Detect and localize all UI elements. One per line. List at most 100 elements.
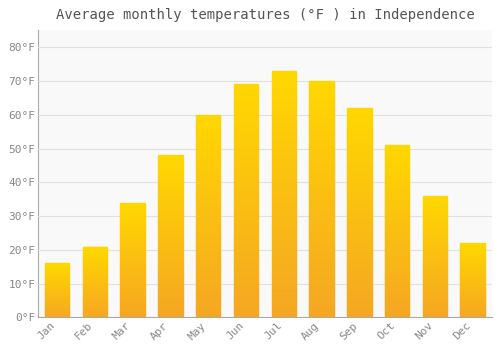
Bar [44, 300, 70, 301]
Bar [310, 292, 334, 294]
Bar [158, 159, 182, 160]
Bar [310, 107, 334, 110]
Bar [234, 273, 258, 275]
Bar [347, 315, 372, 317]
Bar [310, 152, 334, 154]
Bar [385, 312, 409, 314]
Bar [44, 292, 70, 293]
Bar [44, 309, 70, 310]
Bar [422, 257, 448, 258]
Bar [385, 147, 409, 149]
Bar [234, 196, 258, 199]
Bar [196, 271, 220, 273]
Bar [347, 228, 372, 230]
Bar [460, 262, 485, 263]
Bar [385, 283, 409, 285]
Bar [272, 118, 296, 120]
Bar [385, 281, 409, 283]
Bar [347, 202, 372, 204]
Bar [82, 314, 107, 315]
Bar [422, 225, 448, 226]
Bar [385, 299, 409, 300]
Bar [347, 236, 372, 238]
Bar [272, 83, 296, 86]
Bar [44, 293, 70, 294]
Bar [347, 213, 372, 215]
Bar [272, 145, 296, 147]
Bar [272, 214, 296, 216]
Bar [120, 316, 145, 317]
Bar [158, 194, 182, 196]
Bar [272, 170, 296, 172]
Bar [385, 162, 409, 164]
Bar [120, 287, 145, 288]
Bar [422, 246, 448, 247]
Bar [234, 182, 258, 185]
Bar [272, 172, 296, 175]
Bar [44, 268, 70, 269]
Bar [82, 253, 107, 254]
Bar [82, 291, 107, 292]
Bar [234, 152, 258, 154]
Bar [120, 230, 145, 231]
Bar [272, 177, 296, 180]
Bar [310, 95, 334, 98]
Bar [82, 309, 107, 310]
Bar [158, 215, 182, 217]
Bar [158, 301, 182, 303]
Bar [196, 198, 220, 200]
Bar [82, 296, 107, 297]
Bar [272, 211, 296, 214]
Bar [460, 243, 485, 244]
Bar [460, 310, 485, 311]
Bar [158, 288, 182, 290]
Bar [385, 150, 409, 152]
Bar [310, 266, 334, 268]
Bar [310, 192, 334, 195]
Bar [385, 157, 409, 159]
Bar [82, 295, 107, 296]
Bar [347, 275, 372, 278]
Bar [158, 175, 182, 176]
Bar [310, 142, 334, 145]
Bar [272, 113, 296, 116]
Bar [310, 275, 334, 277]
Bar [385, 300, 409, 302]
Bar [385, 207, 409, 209]
Bar [310, 183, 334, 185]
Bar [422, 241, 448, 242]
Bar [460, 285, 485, 286]
Bar [82, 267, 107, 268]
Bar [422, 212, 448, 213]
Bar [347, 311, 372, 313]
Bar [422, 270, 448, 271]
Bar [460, 294, 485, 295]
Bar [120, 224, 145, 226]
Bar [44, 311, 70, 312]
Bar [347, 248, 372, 251]
Bar [347, 177, 372, 179]
Bar [196, 161, 220, 163]
Bar [310, 242, 334, 244]
Bar [422, 237, 448, 238]
Bar [385, 226, 409, 228]
Bar [234, 171, 258, 173]
Bar [272, 76, 296, 78]
Bar [347, 164, 372, 167]
Bar [347, 223, 372, 225]
Bar [310, 159, 334, 161]
Bar [158, 204, 182, 206]
Bar [44, 280, 70, 281]
Bar [310, 112, 334, 114]
Bar [196, 212, 220, 214]
Bar [422, 243, 448, 245]
Bar [196, 253, 220, 255]
Bar [158, 266, 182, 267]
Bar [310, 315, 334, 317]
Bar [347, 313, 372, 315]
Bar [158, 220, 182, 222]
Bar [196, 291, 220, 293]
Bar [120, 280, 145, 281]
Bar [82, 282, 107, 283]
Bar [422, 209, 448, 210]
